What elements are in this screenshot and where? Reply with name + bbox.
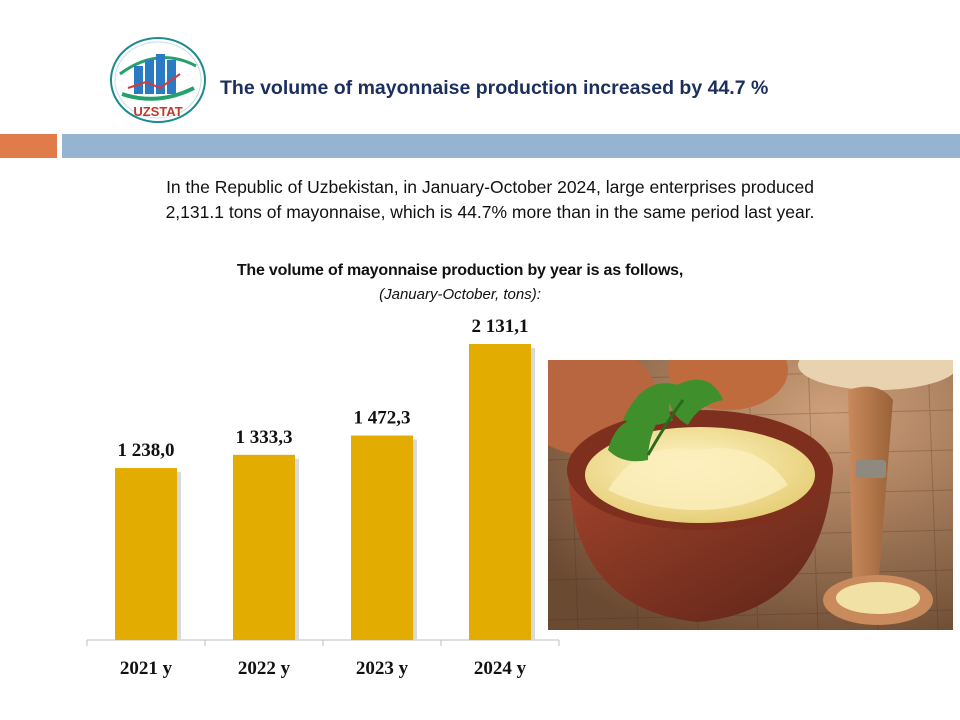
uzstat-logo: UZSTAT <box>110 37 206 123</box>
header-accent-orange <box>0 134 57 158</box>
intro-text: In the Republic of Uzbekistan, in Januar… <box>60 175 920 225</box>
data-label: 1 238,0 <box>118 440 175 461</box>
bar-2022-y <box>233 454 295 640</box>
data-label: 1 472,3 <box>354 408 411 429</box>
page-title: The volume of mayonnaise production incr… <box>220 77 769 99</box>
bar-2023-y <box>351 435 413 640</box>
data-label: 2 131,1 <box>472 316 529 337</box>
bar-2024-y <box>469 344 531 640</box>
x-tick-label: 2022 y <box>238 658 291 679</box>
header-accent-blue <box>62 134 960 158</box>
x-tick-label: 2023 y <box>356 658 409 679</box>
bar-2021-y <box>115 468 177 640</box>
x-tick-label: 2021 y <box>120 658 173 679</box>
data-label: 1 333,3 <box>236 427 293 448</box>
chart-subtitle: (January-October, tons): <box>379 286 541 303</box>
x-tick-label: 2024 y <box>474 658 527 679</box>
chart-title: The volume of mayonnaise production by y… <box>236 262 684 279</box>
logo-text: UZSTAT <box>133 104 182 119</box>
mayonnaise-photo <box>548 360 953 630</box>
bar-chart: 1 238,0 2021 y 1 333,3 2022 y 1 472,3 2023 y 2… <box>86 316 560 679</box>
intro-line-2: 2,131.1 tons of mayonnaise, which is 44.… <box>165 202 815 222</box>
intro-line-1: In the Republic of Uzbekistan, in Januar… <box>166 177 814 197</box>
